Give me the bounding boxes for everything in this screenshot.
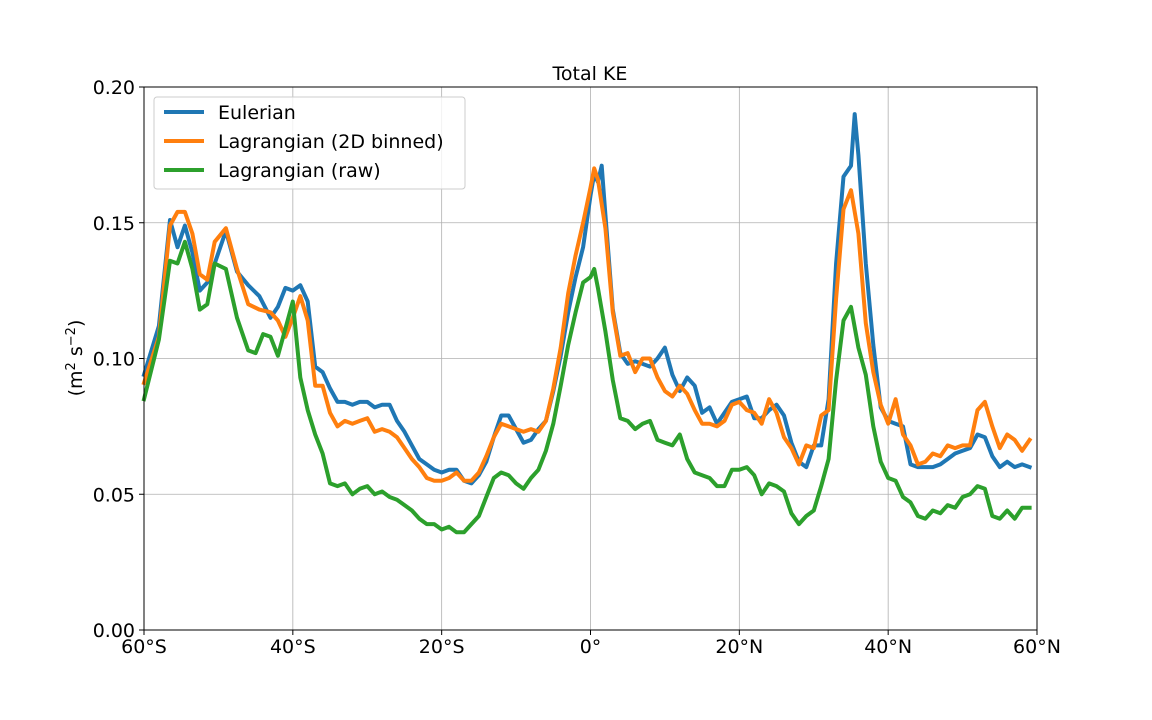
x-tick-label: 40°S xyxy=(270,636,316,658)
y-tick-label: 0.15 xyxy=(93,213,135,235)
series-line-3 xyxy=(141,239,1032,535)
x-tick-label: 40°N xyxy=(864,636,912,658)
axis-ticks: 60°S 40°S 20°S 0° 20°N 40°N 60°N 0.00 0.05 0.10 0.… xyxy=(93,77,1061,658)
y-tick-label: 0.00 xyxy=(93,620,135,642)
x-tick-label: 20°S xyxy=(419,636,465,658)
series-lines xyxy=(141,112,1033,535)
y-tick-label: 0.20 xyxy=(93,77,135,99)
x-tick-label: 0° xyxy=(580,636,602,658)
x-tick-label: 60°N xyxy=(1013,636,1061,658)
x-tick-label: 20°N xyxy=(715,636,763,658)
legend-box xyxy=(153,96,466,190)
x-tick-label: 60°S xyxy=(121,636,167,658)
y-axis-label: (m2 s−2) xyxy=(64,320,87,397)
y-tick-label: 0.05 xyxy=(93,484,135,506)
chart-title: Total KE xyxy=(552,63,628,85)
legend-label: Eulerian xyxy=(218,102,296,124)
legend-label: Lagrangian (raw) xyxy=(218,160,381,182)
y-tick-label: 0.10 xyxy=(93,349,135,371)
legend-label: Lagrangian (2D binned) xyxy=(218,131,444,153)
series-line-2 xyxy=(141,166,1033,483)
legend: Eulerian Lagrangian (2D binned) Lagrangian… xyxy=(153,96,466,190)
